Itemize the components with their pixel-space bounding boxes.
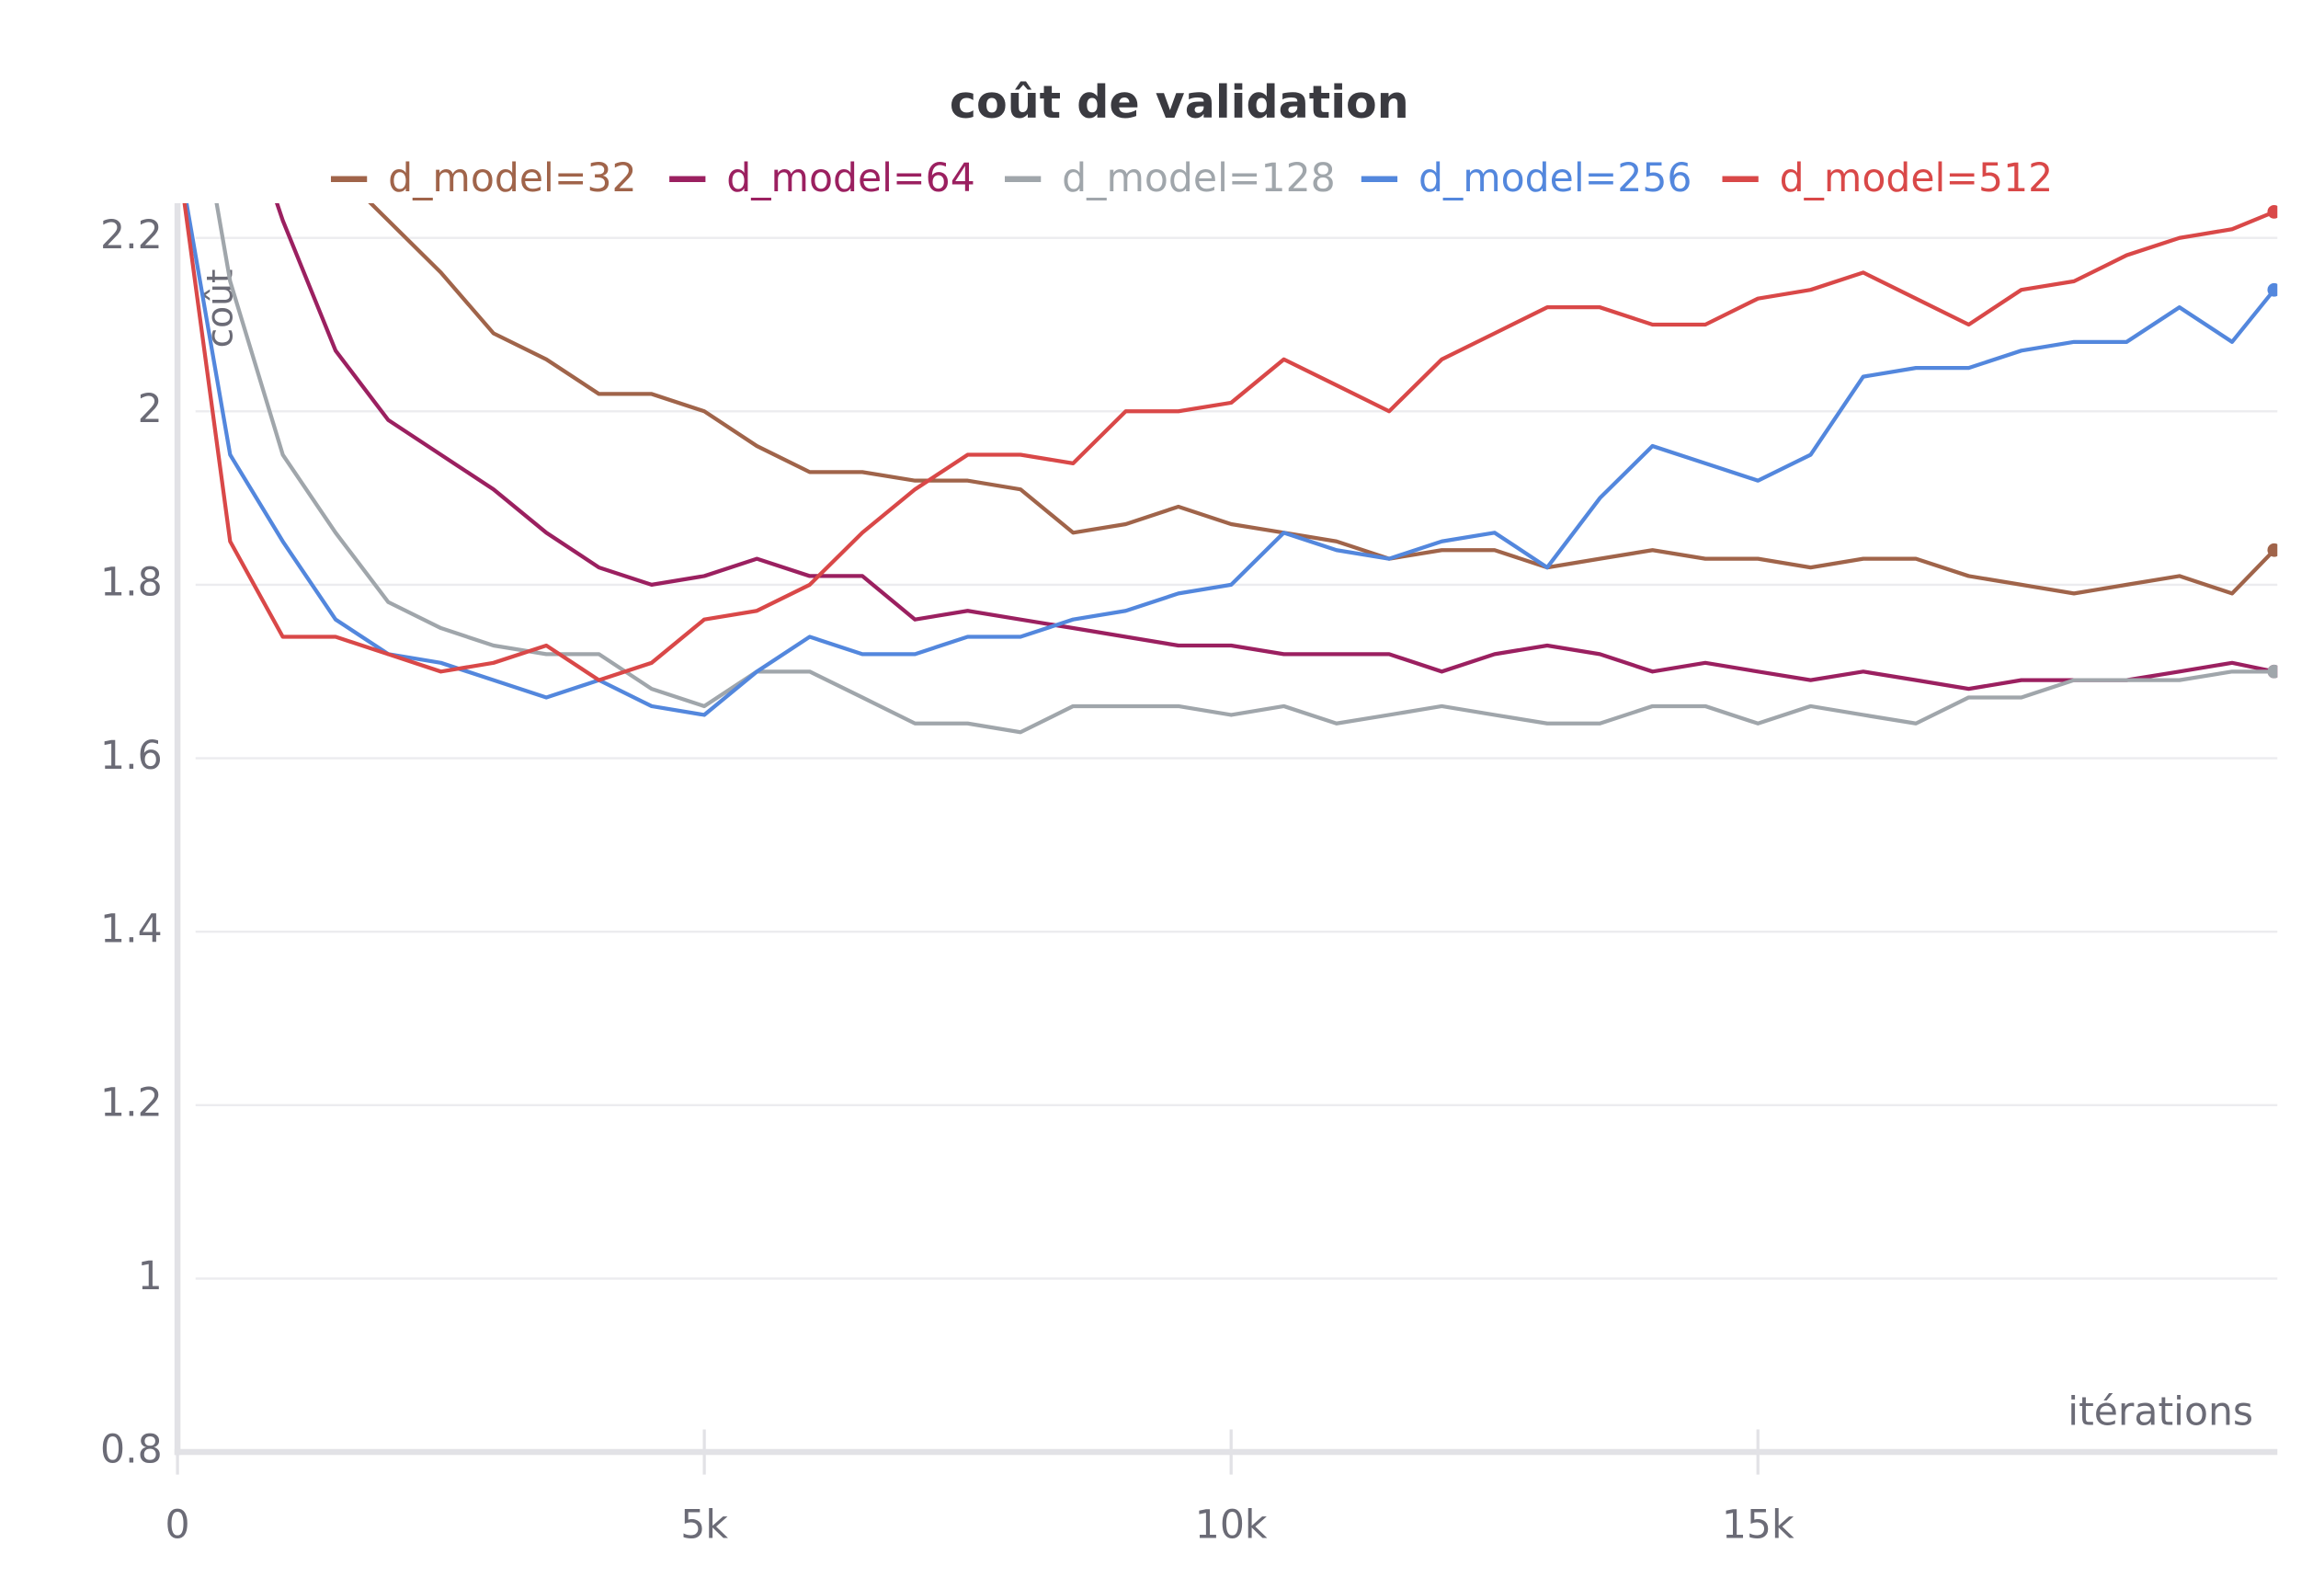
series-line (182, 202, 2275, 682)
series-line (368, 202, 2276, 596)
chart-title: coût de validation (950, 75, 1409, 129)
x-tick-label: 0 (165, 1503, 190, 1548)
y-tick-label: 0.8 (100, 1428, 163, 1473)
end-point (2267, 205, 2278, 219)
y-tick-label: 1.2 (100, 1080, 163, 1126)
x-axis-label: itérations (2068, 1390, 2253, 1435)
y-tick-label: 1 (138, 1254, 163, 1299)
plot-area (182, 202, 2278, 735)
y-tick-label: 2.2 (100, 213, 163, 258)
legend-label: d_model=256 (1418, 156, 1692, 201)
end-point (2267, 664, 2278, 679)
end-point (2267, 543, 2278, 557)
legend-label: d_model=512 (1780, 156, 2054, 201)
y-tick-label: 1.8 (100, 560, 163, 605)
x-tick-label: 15k (1722, 1503, 1794, 1548)
end-point (2267, 282, 2278, 297)
legend-label: d_model=128 (1062, 156, 1336, 201)
y-tick-label: 1.4 (100, 908, 163, 953)
series-line (184, 202, 2276, 717)
y-tick-label: 1.6 (100, 734, 163, 779)
y-axis-label: coût (200, 269, 242, 349)
x-tick-label: 5k (680, 1503, 728, 1548)
series-line (275, 202, 2275, 692)
legend-label: d_model=64 (726, 156, 974, 201)
legend-label: d_model=32 (388, 156, 636, 201)
x-tick-label: 10k (1195, 1503, 1268, 1548)
y-tick-label: 2 (138, 387, 163, 432)
